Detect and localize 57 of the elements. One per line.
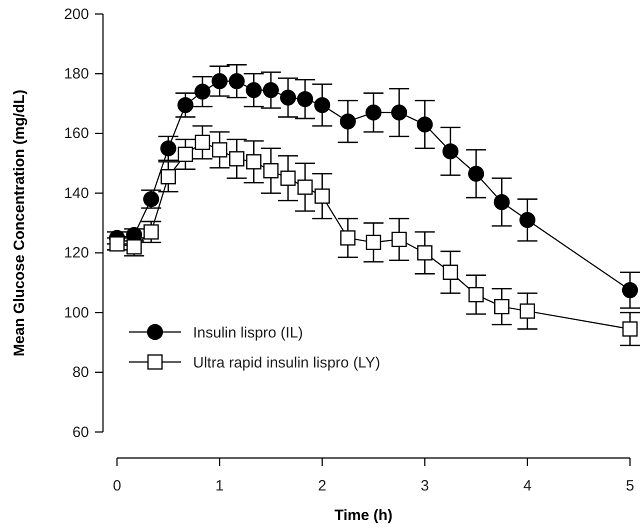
y-tick-label: 80: [72, 364, 89, 382]
point: [280, 90, 296, 106]
point: [160, 140, 176, 156]
point: [520, 303, 536, 319]
point: [212, 73, 228, 90]
point: [442, 143, 458, 160]
y-tick-label: 60: [72, 424, 89, 441]
point: [417, 245, 432, 261]
point: [194, 84, 210, 100]
point: [263, 163, 279, 178]
point: [391, 104, 408, 121]
point: [212, 142, 228, 158]
point: [366, 104, 382, 121]
y-tick-label: 100: [64, 304, 89, 322]
point: [519, 212, 536, 228]
point: [366, 234, 382, 250]
x-tick-label: 0: [112, 478, 122, 495]
point: [262, 82, 279, 98]
x-tick-label: 3: [420, 478, 429, 495]
point: [392, 232, 407, 248]
point: [314, 188, 330, 204]
point: [228, 73, 245, 90]
point: [468, 287, 484, 302]
point: [314, 97, 330, 114]
y-tick-label: 160: [64, 125, 89, 142]
point: [297, 180, 313, 195]
x-tick-label: 2: [318, 478, 326, 495]
point: [340, 113, 356, 130]
x-tick-label: 4: [523, 478, 532, 495]
point: [178, 146, 194, 162]
y-tick-label: 140: [64, 184, 89, 202]
y-tick-label: 180: [64, 66, 89, 83]
x-tick-label: 1: [215, 478, 224, 495]
y-axis-title: Mean Glucose Concentration (mg/dL): [11, 90, 28, 356]
point: [194, 134, 210, 150]
point: [340, 230, 356, 246]
point: [177, 97, 194, 114]
x-axis-title: Time (h): [334, 507, 393, 524]
point: [246, 82, 262, 98]
point: [297, 91, 314, 108]
point: [144, 224, 159, 240]
legend-label: Insulin lispro (IL): [193, 324, 304, 342]
point: [622, 282, 638, 298]
point: [442, 264, 458, 280]
point: [494, 298, 510, 314]
x-tick-label: 5: [626, 478, 634, 495]
y-tick-label: 120: [64, 244, 89, 262]
y-tick-label: 200: [64, 6, 89, 23]
point: [468, 166, 484, 182]
point: [494, 194, 510, 210]
legend-label: Ultra rapid insulin lispro (LY): [193, 354, 380, 372]
point: [229, 151, 244, 166]
point: [246, 154, 262, 170]
point: [622, 321, 638, 337]
point: [416, 116, 433, 132]
point: [160, 169, 176, 184]
point: [280, 170, 296, 186]
